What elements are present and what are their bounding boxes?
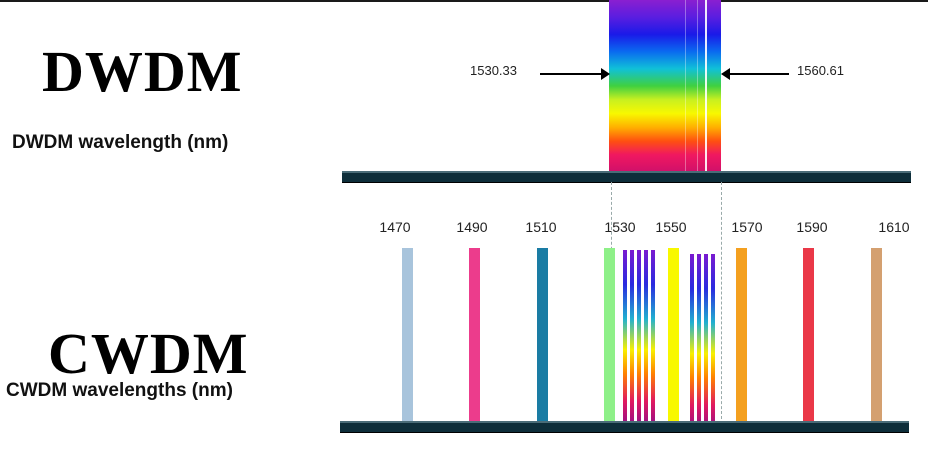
cwdm-channel-1570 xyxy=(736,248,747,423)
dwdm-subchannel xyxy=(623,250,627,422)
dwdm-end-arrow xyxy=(721,68,789,80)
cwdm-channel-1470 xyxy=(402,248,413,423)
cwdm-channel-1510 xyxy=(537,248,548,423)
dwdm-fiber-bar xyxy=(342,171,911,183)
tick-label-1550: 1550 xyxy=(655,219,687,235)
tick-label-1530: 1530 xyxy=(604,219,636,235)
cwdm-fiber-bar xyxy=(340,421,909,433)
tick-label-1490: 1490 xyxy=(456,219,488,235)
dwdm-subtitle: DWDM wavelength (nm) xyxy=(12,132,229,153)
tick-label-1570: 1570 xyxy=(731,219,763,235)
dwdm-subchannel xyxy=(651,250,655,422)
dwdm-subchannel xyxy=(630,250,634,422)
tick-label-1510: 1510 xyxy=(525,219,557,235)
dwdm-start-arrow xyxy=(540,68,610,80)
tick-label-1470: 1470 xyxy=(379,219,411,235)
right-guide-line xyxy=(721,182,722,424)
cwdm-channel-1610 xyxy=(871,248,882,423)
dwdm-subchannel xyxy=(690,254,694,426)
cwdm-subtitle: CWDM wavelengths (nm) xyxy=(6,380,233,401)
dwdm-subchannel xyxy=(704,254,708,426)
cwdm-channel-1590 xyxy=(803,248,814,423)
dwdm-heading: DWDM xyxy=(42,39,243,104)
cwdm-channel-1550 xyxy=(668,248,679,423)
dwdm-start-label: 1530.33 xyxy=(470,63,517,78)
dwdm-subchannel xyxy=(644,250,648,422)
cwdm-heading: CWDM xyxy=(48,321,249,386)
cwdm-channel-1530 xyxy=(604,248,615,423)
tick-label-1610: 1610 xyxy=(878,219,910,235)
cwdm-channel-1490 xyxy=(469,248,480,423)
dwdm-spectrum-band xyxy=(609,0,721,172)
dwdm-subchannel xyxy=(697,254,701,426)
dwdm-channel-line xyxy=(685,0,686,172)
dwdm-channel-line xyxy=(697,0,698,172)
dwdm-subchannel xyxy=(637,250,641,422)
dwdm-subchannel xyxy=(711,254,715,426)
top-border xyxy=(0,0,928,2)
dwdm-channel-line xyxy=(705,0,707,172)
dwdm-end-label: 1560.61 xyxy=(797,63,844,78)
tick-label-1590: 1590 xyxy=(796,219,828,235)
